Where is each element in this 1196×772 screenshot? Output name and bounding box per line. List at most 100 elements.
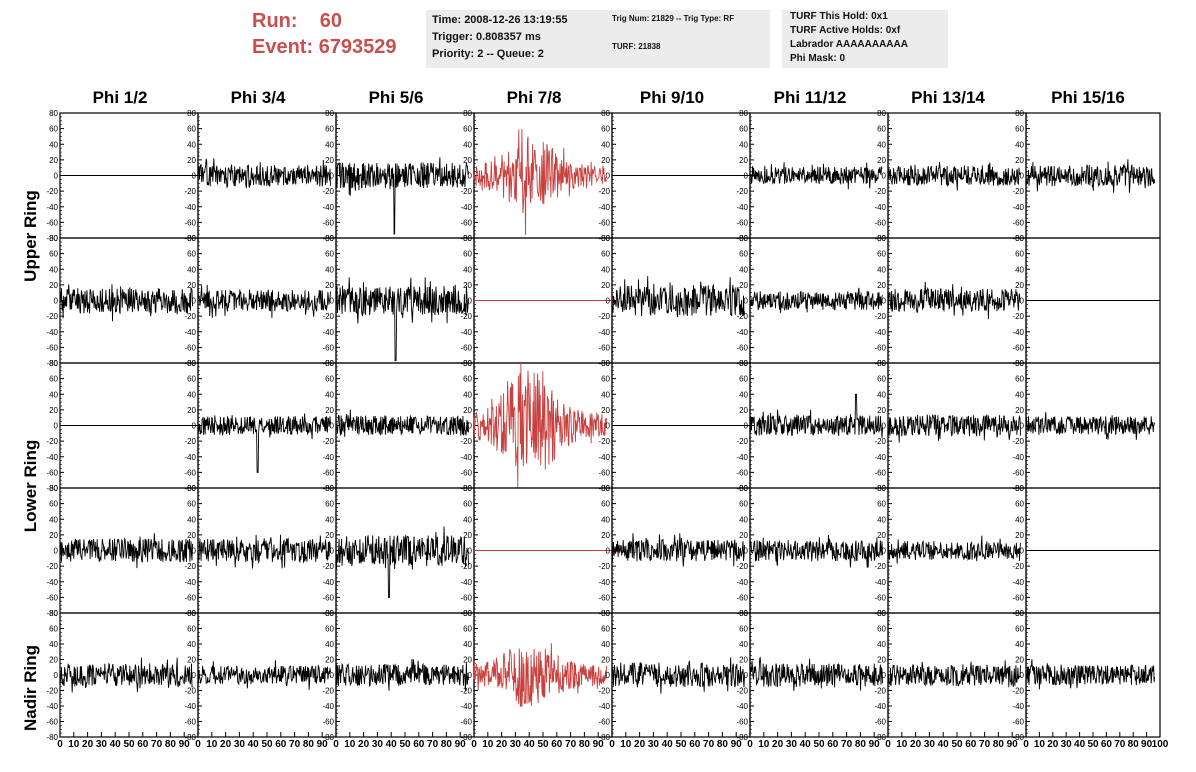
y-tick-label: -80 [322, 733, 334, 742]
x-tick-label: 50 [261, 739, 273, 750]
y-tick-label: 80 [49, 484, 58, 493]
x-tick-label: 90 [317, 739, 329, 750]
x-tick-label: 10 [344, 739, 356, 750]
y-tick-label: 20 [739, 531, 748, 540]
y-tick-label: -20 [1012, 687, 1024, 696]
y-tick-label: 60 [601, 125, 610, 134]
y-tick-label: 80 [187, 484, 196, 493]
y-tick-label: -40 [874, 578, 886, 587]
y-tick-label: 20 [739, 156, 748, 165]
x-tick-label: 40 [662, 739, 674, 750]
y-tick-label: 40 [1015, 265, 1024, 274]
x-tick-label: 30 [96, 739, 108, 750]
y-tick-label: -20 [874, 437, 886, 446]
y-tick-label: 0 [1020, 671, 1025, 680]
y-tick-label: 20 [49, 406, 58, 415]
event-value: 6793529 [318, 36, 397, 58]
y-tick-label: 80 [325, 359, 334, 368]
y-tick-label: -40 [1012, 203, 1024, 212]
y-tick-label: -60 [460, 218, 472, 227]
y-tick-label: 0 [744, 172, 749, 181]
y-tick-label: -60 [460, 343, 472, 352]
y-tick-label: 80 [877, 609, 886, 618]
y-tick-label: 40 [463, 390, 472, 399]
y-tick-label: 60 [49, 625, 58, 634]
y-tick-label: -60 [46, 593, 58, 602]
y-tick-label: 20 [739, 656, 748, 665]
waveform-trace [611, 657, 745, 694]
trigger-info-box: Trig Num: 21829 -- Trig Type: RF TURF: 2… [604, 10, 770, 68]
y-tick-label: 0 [744, 671, 749, 680]
y-tick-label: 20 [1015, 656, 1024, 665]
y-tick-label: 20 [463, 156, 472, 165]
y-tick-label: 40 [739, 140, 748, 149]
y-tick-label: 0 [1020, 172, 1025, 181]
y-tick-label: 40 [877, 265, 886, 274]
x-tick-label: 50 [951, 739, 963, 750]
y-tick-label: -40 [460, 702, 472, 711]
x-tick-label: 80 [717, 739, 729, 750]
run-row: Run: 60 [252, 8, 397, 34]
y-tick-label: 0 [468, 172, 473, 181]
x-tick-label: 80 [993, 739, 1005, 750]
panel-2-1: -80 -60 -40 -20 0 20 40 60 80 [46, 234, 199, 368]
waveform-trace [197, 534, 331, 569]
y-tick-label: 60 [187, 375, 196, 384]
waveform-trace [197, 413, 331, 473]
y-tick-label: 40 [877, 640, 886, 649]
y-tick-label: -20 [874, 687, 886, 696]
y-tick-label: -20 [736, 187, 748, 196]
y-tick-label: 40 [601, 140, 610, 149]
y-tick-label: 20 [877, 656, 886, 665]
y-tick-label: -60 [736, 593, 748, 602]
y-tick-label: -20 [460, 687, 472, 696]
waveform-trace [1025, 412, 1156, 440]
y-tick-label: -20 [736, 312, 748, 321]
x-tick-label: 30 [786, 739, 798, 750]
y-tick-label: -80 [46, 609, 58, 618]
waveform-trace [473, 643, 607, 707]
x-tick-label: 80 [579, 739, 591, 750]
x-tick-label: 50 [675, 739, 687, 750]
y-tick-label: -40 [874, 328, 886, 337]
x-tick-label: 60 [275, 739, 287, 750]
y-tick-label: 0 [54, 547, 59, 556]
waveform-trace [473, 362, 607, 489]
x-tick-label: 10 [206, 739, 218, 750]
y-tick-label: 40 [463, 640, 472, 649]
y-tick-label: 0 [54, 297, 59, 306]
y-tick-label: -20 [460, 187, 472, 196]
x-tick-label: 80 [303, 739, 315, 750]
x-tick-label: 10 [896, 739, 908, 750]
y-tick-label: -60 [46, 343, 58, 352]
y-tick-label: 0 [606, 297, 611, 306]
y-tick-label: 40 [49, 640, 58, 649]
y-tick-label: 40 [1015, 640, 1024, 649]
y-tick-label: 20 [1015, 156, 1024, 165]
y-tick-label: -60 [736, 468, 748, 477]
waveform-trace [59, 657, 193, 693]
x-tick-label: 20 [1047, 739, 1059, 750]
y-tick-label: -40 [184, 453, 196, 462]
x-tick-label: 80 [441, 739, 453, 750]
x-tick-label: 50 [1087, 739, 1099, 750]
y-tick-label: 80 [601, 234, 610, 243]
y-tick-label: 40 [877, 515, 886, 524]
y-tick-label: 40 [49, 265, 58, 274]
y-tick-label: -80 [46, 234, 58, 243]
y-tick-label: -80 [736, 733, 748, 742]
y-tick-label: -20 [46, 437, 58, 446]
y-tick-label: -20 [460, 562, 472, 571]
y-tick-label: -60 [46, 218, 58, 227]
y-tick-label: -40 [46, 203, 58, 212]
y-tick-label: -20 [598, 437, 610, 446]
x-tick-label: 90 [1141, 739, 1153, 750]
